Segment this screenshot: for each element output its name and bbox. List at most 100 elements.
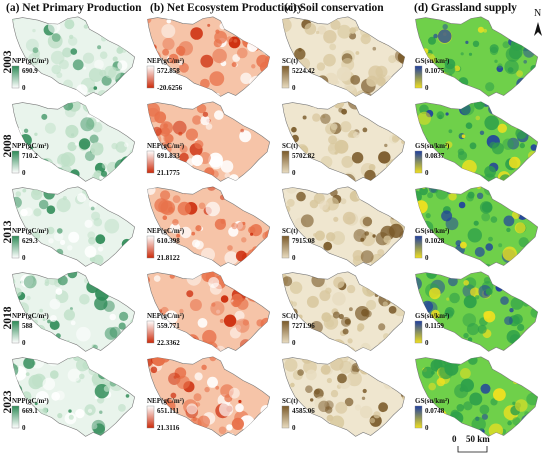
legend-min: 21.3116 — [157, 424, 180, 432]
column-title-sc: (c) Soil conservation — [284, 2, 384, 14]
legend-colorbar — [414, 405, 423, 429]
legend-colorbar — [414, 65, 423, 89]
legend-colorbar — [414, 320, 423, 344]
legend-unit: GS(su/km²) — [415, 57, 450, 65]
study-area-sc — [282, 271, 406, 352]
legend-max: 691.833 — [157, 152, 180, 160]
legend-colorbar — [281, 405, 290, 429]
map-panel-npp-2008: NPP(gC/m²) 710.2 0 — [11, 101, 136, 182]
legend-min: 0 — [292, 424, 296, 432]
legend-unit: NPP(gC/m²) — [12, 57, 49, 65]
map-panel-sc-2003: SC(t) 5224.42 0 — [281, 16, 406, 97]
legend-unit: GS(su/km²) — [415, 312, 450, 320]
legend-colorbar — [146, 150, 155, 174]
legend-max: 651.111 — [157, 407, 179, 415]
legend-min: 21.8122 — [157, 254, 180, 262]
map-panel-npp-2003: NPP(gC/m²) 690.9 0 — [11, 16, 136, 97]
legend-unit: SC(t) — [282, 142, 299, 150]
legend-max: 629.3 — [22, 237, 38, 245]
map-panel-npp-2013: NPP(gC/m²) 629.3 0 — [11, 186, 136, 267]
north-label: N — [534, 8, 541, 19]
legend-unit: NPP(gC/m²) — [12, 312, 49, 320]
legend-max: 559.771 — [157, 322, 180, 330]
legend-unit: SC(t) — [282, 397, 299, 405]
legend-min: 0 — [292, 84, 296, 92]
legend-colorbar — [281, 320, 290, 344]
legend-unit: GS(su/km²) — [415, 397, 450, 405]
scale-bar: 0 50 km — [452, 434, 490, 453]
legend-min: 0 — [425, 424, 429, 432]
scale-zero: 0 — [452, 434, 457, 444]
map-panel-nep-2023: NEP(gC/m²) 651.111 21.3116 — [146, 356, 271, 437]
legend-min: -20.6256 — [157, 84, 183, 92]
legend-min: 22.3362 — [157, 339, 180, 347]
legend-colorbar — [11, 150, 20, 174]
legend-max: 588 — [22, 322, 33, 330]
legend-min: 0 — [22, 339, 26, 347]
map-panel-gs-2023: GS(su/km²) 0.0748 0 — [414, 356, 539, 437]
legend-max: 0.1075 — [425, 67, 445, 75]
legend-min: 0 — [292, 339, 296, 347]
legend-unit: NPP(gC/m²) — [12, 142, 49, 150]
legend-max: 610.398 — [157, 237, 180, 245]
legend-min: 0 — [22, 424, 26, 432]
legend-unit: NPP(gC/m²) — [12, 227, 49, 235]
map-panel-sc-2008: SC(t) 5702.82 0 — [281, 101, 406, 182]
legend-min: 0 — [22, 84, 26, 92]
legend-unit: SC(t) — [282, 312, 299, 320]
legend-max: 5702.82 — [292, 152, 315, 160]
legend-colorbar — [146, 65, 155, 89]
legend-min: 0 — [425, 339, 429, 347]
legend-colorbar — [281, 65, 290, 89]
legend-unit: NEP(gC/m²) — [147, 142, 185, 150]
legend-max: 0.1159 — [425, 322, 444, 330]
legend-min: 0 — [22, 254, 26, 262]
legend-colorbar — [11, 65, 20, 89]
map-panel-nep-2018: NEP(gC/m²) 559.771 22.3362 — [146, 271, 271, 352]
legend-colorbar — [281, 235, 290, 259]
study-area-gs — [415, 271, 539, 352]
legend-colorbar — [11, 405, 20, 429]
legend-colorbar — [146, 235, 155, 259]
legend-max: 4585.06 — [292, 407, 315, 415]
map-panel-sc-2023: SC(t) 4585.06 0 — [281, 356, 406, 437]
column-title-nep: (b) Net Ecosystem Productivity — [150, 2, 303, 14]
legend-colorbar — [414, 235, 423, 259]
legend-max: 7915.08 — [292, 237, 315, 245]
legend-max: 0.1028 — [425, 237, 445, 245]
legend-max: 690.9 — [22, 67, 38, 75]
legend-max: 710.2 — [22, 152, 38, 160]
map-panel-nep-2003: NEP(gC/m²) 572.858 -20.6256 — [146, 16, 271, 97]
legend-min: 0 — [292, 254, 296, 262]
legend-unit: SC(t) — [282, 57, 299, 65]
legend-min: 0 — [292, 169, 296, 177]
scale-label: 50 km — [466, 434, 490, 444]
legend-colorbar — [11, 235, 20, 259]
map-panel-gs-2003: GS(su/km²) 0.1075 0 — [414, 16, 539, 97]
legend-colorbar — [281, 150, 290, 174]
legend-max: 5224.42 — [292, 67, 315, 75]
map-panel-npp-2018: NPP(gC/m²) 588 0 — [11, 271, 136, 352]
map-panel-nep-2013: NEP(gC/m²) 610.398 21.8122 — [146, 186, 271, 267]
legend-unit: NEP(gC/m²) — [147, 57, 185, 65]
legend-unit: NEP(gC/m²) — [147, 227, 185, 235]
legend-unit: NEP(gC/m²) — [147, 312, 185, 320]
legend-max: 669.1 — [22, 407, 38, 415]
legend-unit: NPP(gC/m²) — [12, 397, 49, 405]
column-title-gs: (d) Grassland supply — [414, 2, 517, 14]
map-panel-sc-2018: SC(t) 7271.96 0 — [281, 271, 406, 352]
legend-unit: NEP(gC/m²) — [147, 397, 185, 405]
map-panel-gs-2018: GS(su/km²) 0.1159 0 — [414, 271, 539, 352]
legend-unit: GS(su/km²) — [415, 142, 450, 150]
legend-colorbar — [414, 150, 423, 174]
legend-min: 0 — [425, 254, 429, 262]
column-title-npp: (a) Net Primary Production — [6, 2, 142, 14]
map-panel-npp-2023: NPP(gC/m²) 669.1 0 — [11, 356, 136, 437]
legend-max: 0.0748 — [425, 407, 445, 415]
map-panel-nep-2008: NEP(gC/m²) 691.833 21.1775 — [146, 101, 271, 182]
legend-max: 572.858 — [157, 67, 180, 75]
legend-min: 0 — [425, 84, 429, 92]
legend-min: 0 — [22, 169, 26, 177]
